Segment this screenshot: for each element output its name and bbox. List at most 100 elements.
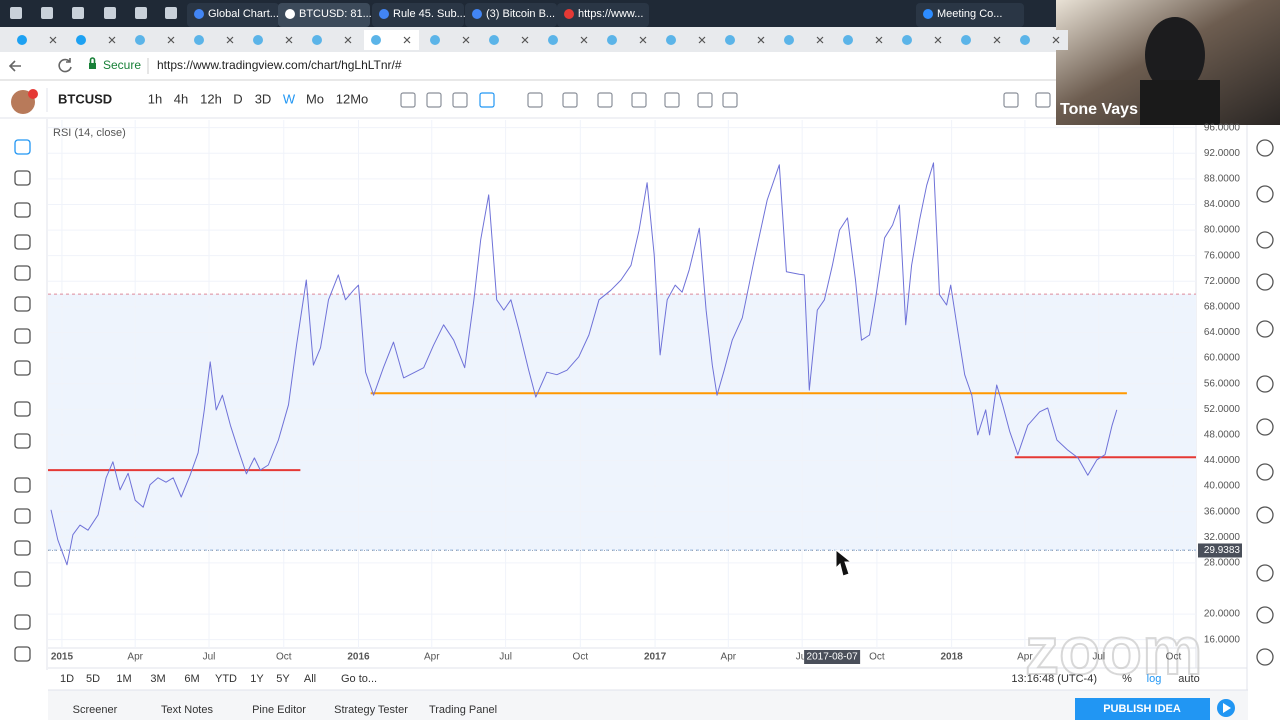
range-button[interactable]: 6M (184, 673, 199, 685)
tab-close[interactable] (462, 36, 470, 44)
sidebar-icon[interactable] (1256, 375, 1274, 393)
tab-close[interactable] (639, 36, 647, 44)
tab-close[interactable] (816, 36, 824, 44)
taskbar-icon[interactable] (104, 7, 116, 19)
pinned-tab[interactable] (718, 30, 773, 50)
tab-title[interactable]: Meeting Co... (937, 8, 1002, 20)
publish-label[interactable]: PUBLISH IDEA (1103, 703, 1181, 715)
sidebar-icon[interactable] (1256, 231, 1274, 249)
toolbar-icon[interactable] (400, 92, 416, 108)
taskbar-icon[interactable] (72, 7, 84, 19)
url[interactable]: https://www.tradingview.com/chart/hgLhLT… (157, 58, 402, 72)
drawing-tool[interactable] (14, 433, 31, 449)
pinned-tab[interactable] (128, 30, 183, 50)
interval-button[interactable]: 1h (148, 91, 162, 106)
drawing-tool[interactable] (14, 360, 31, 376)
drawing-tool[interactable] (14, 401, 31, 417)
tab-close[interactable] (698, 36, 706, 44)
pinned-tab[interactable] (69, 30, 124, 50)
taskbar-icon[interactable] (165, 7, 177, 19)
interval-button[interactable]: Mo (306, 91, 324, 106)
sidebar-icon[interactable] (1256, 506, 1274, 524)
interval-button[interactable]: 3D (255, 91, 272, 106)
toolbar-icon[interactable] (697, 92, 713, 108)
drawing-tool[interactable] (14, 477, 31, 493)
toolbar-icon[interactable] (426, 92, 442, 108)
taskbar-icon[interactable] (41, 7, 53, 19)
pinned-tab[interactable] (482, 30, 537, 50)
toolbar-icon[interactable] (527, 92, 543, 108)
toolbar-icon[interactable] (479, 92, 495, 108)
toolbar-icon[interactable] (631, 92, 647, 108)
pinned-tab[interactable] (954, 30, 1009, 50)
browser-tab[interactable] (372, 3, 464, 27)
drawing-tool[interactable] (14, 202, 31, 218)
tab-close[interactable] (403, 36, 411, 44)
range-button[interactable]: All (304, 673, 316, 685)
tab-close[interactable] (875, 36, 883, 44)
toolbar-icon[interactable] (664, 92, 680, 108)
sidebar-icon[interactable] (1256, 564, 1274, 582)
range-button[interactable]: YTD (215, 673, 237, 685)
tab-close[interactable] (993, 36, 1001, 44)
tab-title[interactable]: Rule 45. Sub... (393, 8, 466, 20)
tab-close[interactable] (580, 36, 588, 44)
interval-button[interactable]: 4h (174, 91, 188, 106)
scale-option[interactable]: % (1122, 673, 1132, 685)
pinned-tab[interactable] (659, 30, 714, 50)
range-button[interactable]: 5Y (276, 673, 290, 685)
toolbar-icon[interactable] (1035, 92, 1051, 108)
toolbar-icon[interactable] (722, 92, 738, 108)
browser-tab[interactable] (465, 3, 557, 27)
drawing-tool[interactable] (14, 296, 31, 312)
browser-tab[interactable] (916, 3, 1024, 27)
pinned-tab[interactable] (541, 30, 596, 50)
pinned-tab[interactable] (1013, 30, 1068, 50)
toolbar-icon[interactable] (597, 92, 613, 108)
tab-close[interactable] (285, 36, 293, 44)
range-button[interactable]: 1M (116, 673, 131, 685)
drawing-tool[interactable] (14, 508, 31, 524)
pinned-tab[interactable] (423, 30, 478, 50)
interval-button[interactable]: 12Mo (336, 91, 369, 106)
pinned-tab[interactable] (246, 30, 301, 50)
back-button[interactable] (8, 60, 21, 72)
toolbar-icon[interactable] (1003, 92, 1019, 108)
drawing-tool[interactable] (14, 614, 31, 630)
goto-button[interactable]: Go to... (341, 673, 377, 685)
sidebar-icon[interactable] (1256, 139, 1274, 157)
tab-title[interactable]: Global Chart... (208, 8, 279, 20)
tab-close[interactable] (226, 36, 234, 44)
pinned-tab[interactable] (364, 30, 419, 50)
toolbar-icon[interactable] (562, 92, 578, 108)
sidebar-icon[interactable] (1256, 606, 1274, 624)
pinned-tab[interactable] (600, 30, 655, 50)
reload-button[interactable] (58, 58, 72, 73)
scale-option[interactable]: log (1147, 673, 1162, 685)
tab-close[interactable] (521, 36, 529, 44)
sidebar-icon[interactable] (1256, 648, 1274, 666)
tab-close[interactable] (108, 36, 116, 44)
drawing-tool[interactable] (14, 234, 31, 250)
sidebar-icon[interactable] (1256, 418, 1274, 436)
tab-title[interactable]: https://www... (578, 8, 643, 20)
pinned-tab[interactable] (305, 30, 360, 50)
publish-button[interactable] (1075, 698, 1210, 720)
sidebar-icon[interactable] (1256, 273, 1274, 291)
browser-tab[interactable] (278, 3, 370, 27)
drawing-tool[interactable] (14, 170, 31, 186)
sidebar-icon[interactable] (1256, 320, 1274, 338)
browser-tab[interactable] (187, 3, 279, 27)
pinned-tab[interactable] (895, 30, 950, 50)
tab-title[interactable]: BTCUSD: 81... (299, 8, 372, 20)
tab-title[interactable]: (3) Bitcoin B... (486, 8, 555, 20)
tab-close[interactable] (1052, 36, 1060, 44)
pinned-tab[interactable] (777, 30, 832, 50)
scale-option[interactable]: auto (1178, 673, 1199, 685)
toolbar-icon[interactable] (452, 92, 468, 108)
panel-tab[interactable]: Text Notes (161, 704, 213, 716)
pinned-tab[interactable] (10, 30, 65, 50)
indicator-label[interactable]: RSI (14, close) (53, 127, 126, 139)
sidebar-icon[interactable] (1256, 185, 1274, 203)
pinned-tab[interactable] (836, 30, 891, 50)
